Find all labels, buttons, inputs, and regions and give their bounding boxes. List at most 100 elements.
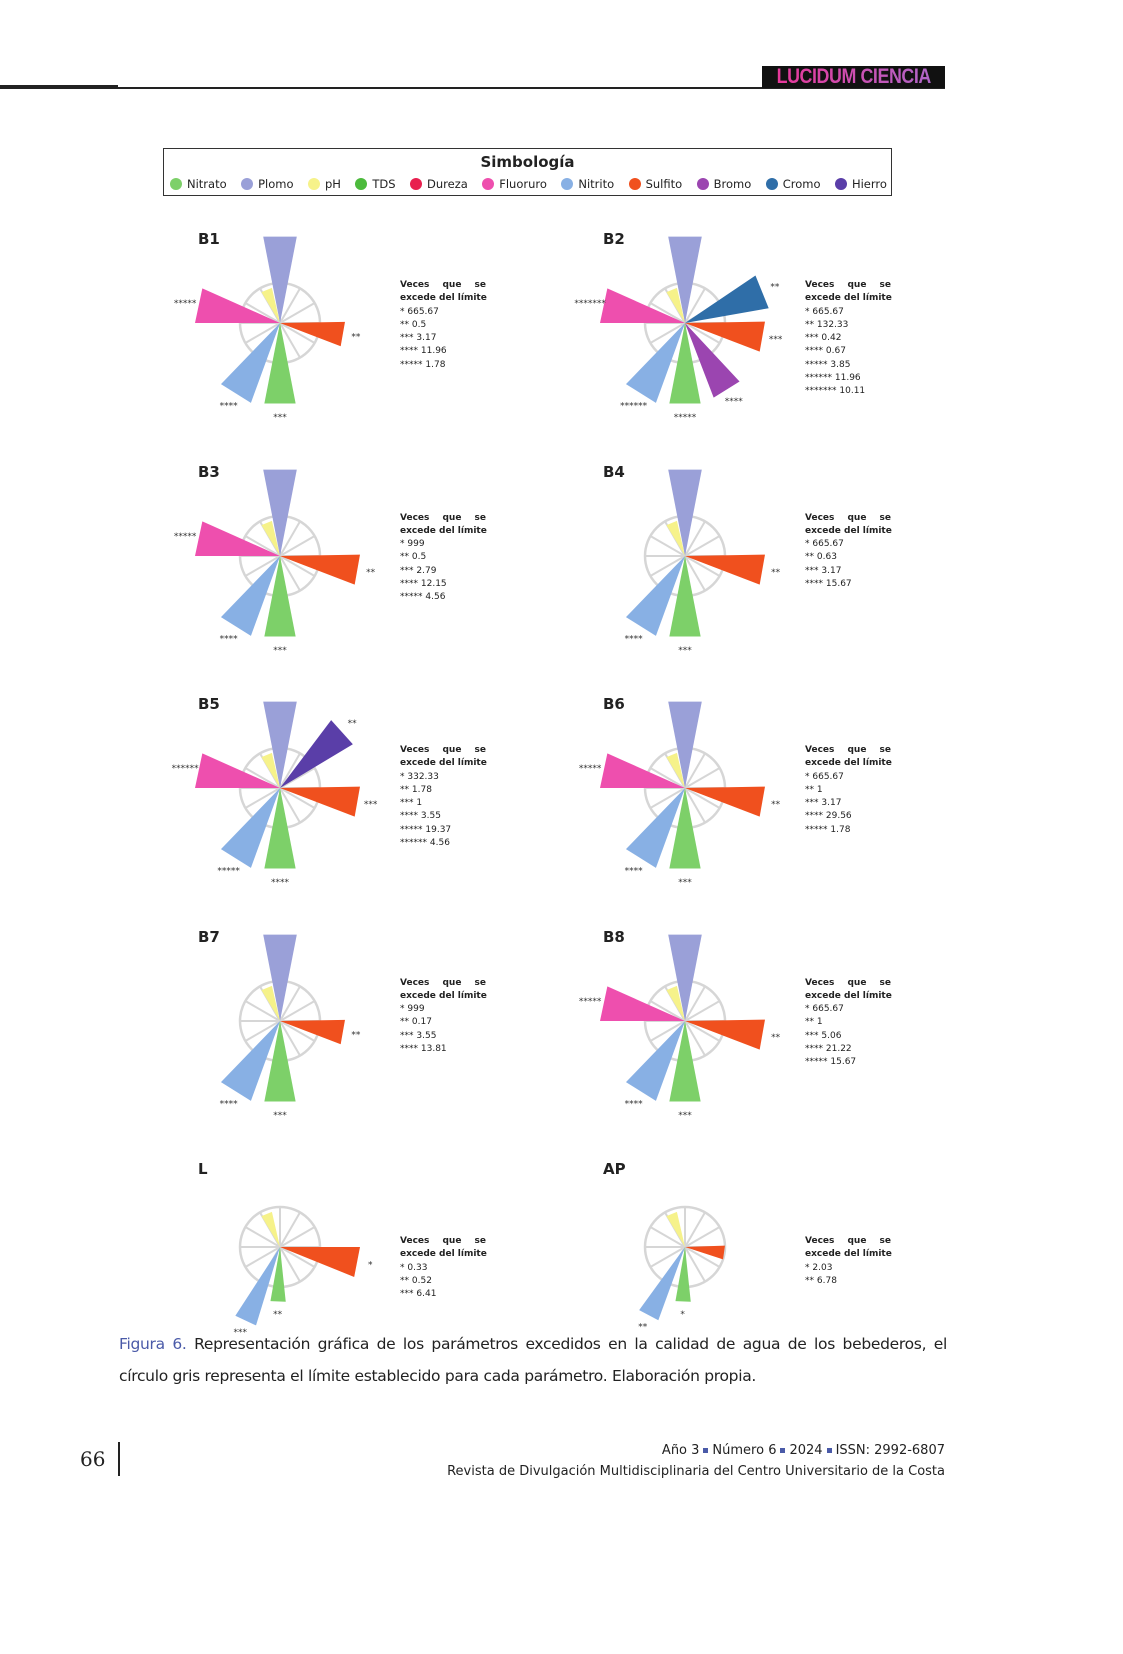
value-row: *** 0.42 xyxy=(805,332,891,345)
value: 6.41 xyxy=(416,1289,437,1300)
wedge-mark: ** xyxy=(638,1322,648,1332)
value: 0.67 xyxy=(825,346,846,357)
wedge-sulfito xyxy=(280,1019,345,1044)
rose-chart-svg: *************** xyxy=(174,458,376,656)
value: 1 xyxy=(816,1017,823,1028)
wedge-fluoruro xyxy=(600,985,685,1021)
rose-chart-svg: *************** xyxy=(579,690,781,888)
wedge-sulfito xyxy=(685,786,765,817)
grid-spoke xyxy=(244,787,281,809)
wedge-mark: **** xyxy=(220,1099,239,1109)
grid-spoke xyxy=(684,1246,721,1268)
legend-swatch xyxy=(241,178,254,190)
wedge-mark: ***** xyxy=(174,299,197,309)
value-mark: *** xyxy=(805,798,819,809)
wedge-sulfito xyxy=(280,554,360,585)
legend-swatch xyxy=(765,178,778,190)
value-mark: ****** xyxy=(805,373,832,384)
grid-spoke xyxy=(279,554,316,577)
chart-title: B7 xyxy=(198,927,220,946)
values-heading: excede del límite xyxy=(805,758,892,769)
values-heading: excede del límite xyxy=(805,525,892,536)
grid-spoke xyxy=(279,999,316,1022)
wedge-mark: **** xyxy=(271,878,290,888)
caption-text: Representación gráfica de los parámetros… xyxy=(119,1335,947,1385)
grid-spoke xyxy=(244,534,281,557)
legend-item: Hierro xyxy=(834,177,887,191)
legend-swatch xyxy=(482,178,495,190)
value-mark: *** xyxy=(400,1289,414,1300)
wedge-nitrito xyxy=(220,555,280,636)
wedge-nitrato xyxy=(264,788,296,869)
values-heading: excede del límite xyxy=(400,293,487,304)
value-mark: ** xyxy=(400,552,409,563)
rose-chart-L: * ** *** L Veces que se excede del límite * 0.… xyxy=(160,1155,560,1385)
wedge-ph xyxy=(666,985,685,1021)
wedge-nitrato xyxy=(669,1020,701,1101)
value-mark: *** xyxy=(805,1030,819,1041)
rose-chart-AP: * ** AP Veces que se excede del límite * 2.03… xyxy=(565,1155,965,1385)
exceedance-values: Veces que se excede del límite * 2.03 ** 6.… xyxy=(805,1235,892,1288)
value-row: ***** 1.78 xyxy=(400,359,486,372)
value: 6.78 xyxy=(816,1275,837,1286)
legend-item: Dureza xyxy=(410,177,468,191)
wedge-nitrato xyxy=(675,1247,691,1302)
wedge-mark: * xyxy=(680,1310,685,1320)
legend-swatch xyxy=(307,178,320,190)
wedge-mark: ** xyxy=(366,567,376,577)
wedge-nitrito xyxy=(625,323,685,403)
value: 2.79 xyxy=(416,565,437,576)
rose-chart-svg: ****** xyxy=(234,1205,373,1338)
value-row: ** 1 xyxy=(805,784,891,797)
value-mark: **** xyxy=(805,578,823,589)
grid-spoke xyxy=(279,1226,316,1248)
wedge-mark: ***** xyxy=(217,866,240,876)
values-heading: excede del límite xyxy=(400,1249,487,1260)
value: 0.5 xyxy=(411,552,427,563)
value-mark: ** xyxy=(400,784,409,795)
wedge-nitrito xyxy=(220,323,280,403)
value-row: * 665.67 xyxy=(805,1003,891,1016)
grid-spoke xyxy=(244,1246,281,1268)
value: 0.17 xyxy=(411,1017,432,1028)
value: 1 xyxy=(416,798,423,809)
wedge-ph xyxy=(261,985,280,1021)
wedge-plomo xyxy=(668,701,702,788)
wedge-ph xyxy=(261,287,280,323)
values-heading: excede del límite xyxy=(400,990,487,1001)
value: 999 xyxy=(407,1004,425,1015)
wedge-mark: *** xyxy=(273,413,287,423)
value: 15.67 xyxy=(825,578,852,589)
legend-label: Nitrito xyxy=(578,177,615,191)
wedge-mark: ***** xyxy=(174,531,197,541)
values-heading: excede del límite xyxy=(805,293,892,304)
wedge-ph xyxy=(261,1211,280,1247)
wedge-mark: ****** xyxy=(620,401,648,411)
value: 13.81 xyxy=(420,1043,447,1054)
value-row: * 999 xyxy=(400,538,486,551)
values-heading: Veces que se xyxy=(805,977,891,988)
wedge-ph xyxy=(666,520,685,556)
legend-label: pH xyxy=(324,177,341,191)
wedge-mark: *** xyxy=(769,335,783,345)
rose-chart-svg: *** xyxy=(638,1205,727,1332)
value-row: ** 0.5 xyxy=(400,319,486,332)
exceedance-values: Veces que se excede del límite * 332.33 ** … xyxy=(400,744,487,850)
wedge-mark: * xyxy=(368,1261,373,1271)
value: 5.06 xyxy=(821,1030,842,1041)
wedge-mark: **** xyxy=(625,1099,644,1109)
wedge-cromo xyxy=(685,275,769,323)
legend-swatch xyxy=(561,178,574,190)
header-rule xyxy=(0,87,945,89)
legend-item: Plomo xyxy=(241,177,294,191)
value-mark: ** xyxy=(805,319,814,330)
value-mark: **** xyxy=(400,346,418,357)
value: 12.15 xyxy=(420,578,447,589)
footer-journal: Revista de Divulgación Multidisciplinari… xyxy=(447,1464,945,1479)
value: 11.96 xyxy=(420,346,447,357)
grid-spoke xyxy=(684,767,721,789)
value-row: **** 13.81 xyxy=(400,1043,486,1056)
legend-swatch xyxy=(834,178,847,190)
chart-title: AP xyxy=(603,1160,626,1178)
wedge-mark: ** xyxy=(348,719,358,729)
